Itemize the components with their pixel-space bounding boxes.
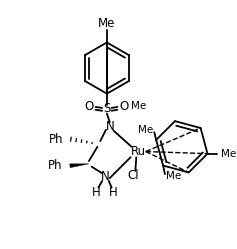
Text: Me: Me — [131, 101, 146, 111]
Text: N: N — [101, 170, 109, 183]
Text: Me: Me — [138, 125, 153, 135]
Text: O: O — [84, 100, 94, 113]
Text: O: O — [119, 100, 129, 113]
Text: H: H — [109, 186, 118, 199]
Text: Ru: Ru — [131, 145, 146, 158]
Text: H: H — [92, 186, 101, 199]
Text: Ph: Ph — [48, 159, 62, 172]
Polygon shape — [70, 164, 89, 168]
Text: Ph: Ph — [49, 133, 63, 146]
Text: S: S — [103, 102, 111, 115]
Text: Me: Me — [98, 17, 116, 30]
Text: Me: Me — [166, 171, 181, 181]
Text: Cl: Cl — [128, 169, 139, 182]
Text: Me: Me — [221, 149, 236, 159]
Text: N: N — [105, 120, 114, 133]
